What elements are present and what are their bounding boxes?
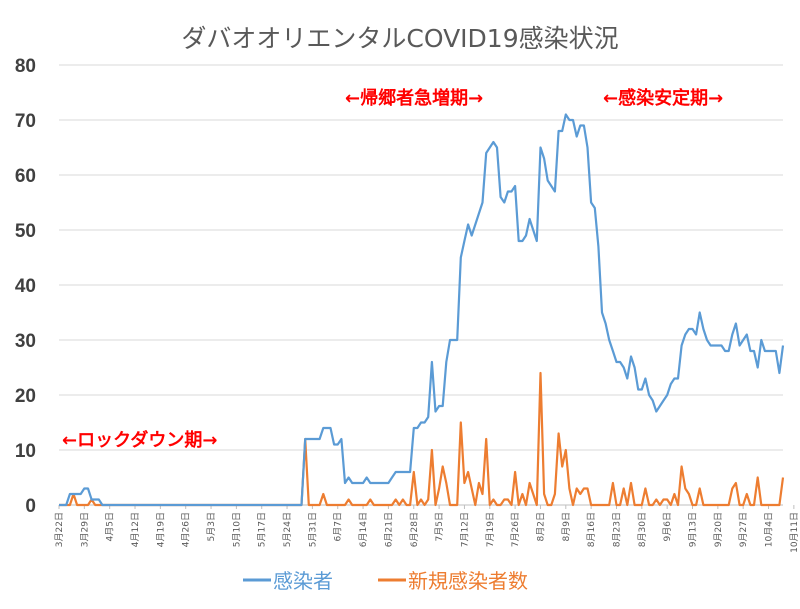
y-tick-label: 80 <box>15 56 36 77</box>
x-tick-label: 10月4日 <box>764 512 775 547</box>
x-tick-label: 10月11日 <box>789 512 800 553</box>
x-tick-label: 9月13日 <box>688 512 699 547</box>
x-tick-label: 8月2日 <box>535 512 546 541</box>
x-tick-label: 5月24日 <box>282 512 293 547</box>
x-tick-label: 9月27日 <box>738 512 749 547</box>
y-tick-label: 20 <box>15 386 36 407</box>
x-tick-label: 8月23日 <box>611 512 622 547</box>
legend-label-cases: 感染者 <box>273 569 333 593</box>
x-tick-label: 5月31日 <box>307 512 318 547</box>
x-tick-label: 4月19日 <box>155 512 166 547</box>
x-tick-label: 6月14日 <box>358 512 369 547</box>
annotation-stable: ←感染安定期→ <box>603 87 723 109</box>
y-axis-ticks: 0 10 20 30 40 50 60 70 80 <box>15 56 36 517</box>
x-tick-label: 5月3日 <box>206 512 217 541</box>
chart-title: ダバオオリエンタルCOVID19感染状況 <box>181 24 618 53</box>
series-line-cases <box>59 113 785 507</box>
x-tick-label: 7月19日 <box>485 512 496 547</box>
x-axis-ticks: 3月22日 3月29日 4月5日 4月12日 4月19日 4月26日 5月3日 5月10日 5月… <box>54 505 800 553</box>
x-tick-label: 9月6日 <box>662 512 673 541</box>
y-tick-label: 0 <box>25 496 36 517</box>
y-tick-label: 50 <box>15 221 36 242</box>
annotation-returnee-surge: ←帰郷者急増期→ <box>345 87 483 109</box>
x-tick-label: 6月21日 <box>383 512 394 547</box>
x-tick-label: 8月9日 <box>561 512 572 541</box>
x-tick-label: 3月29日 <box>79 512 90 547</box>
x-tick-label: 4月5日 <box>105 512 116 541</box>
y-tick-label: 10 <box>15 441 36 462</box>
legend: 感染者 新規感染者数 <box>243 569 528 593</box>
x-tick-label: 4月12日 <box>130 512 141 547</box>
y-tick-label: 70 <box>15 111 36 132</box>
x-tick-label: 7月5日 <box>434 512 445 541</box>
y-tick-label: 60 <box>15 166 36 187</box>
x-tick-label: 3月22日 <box>54 512 65 547</box>
x-tick-label: 6月7日 <box>333 512 344 541</box>
x-tick-label: 7月12日 <box>459 512 470 547</box>
x-tick-label: 7月26日 <box>510 512 521 547</box>
annotation-lockdown: ←ロックダウン期→ <box>62 429 217 451</box>
x-tick-label: 6月28日 <box>409 512 420 547</box>
x-tick-label: 9月20日 <box>713 512 724 547</box>
series-lines <box>59 113 785 507</box>
x-tick-label: 8月16日 <box>586 512 597 547</box>
x-tick-label: 4月26日 <box>181 512 192 547</box>
y-tick-label: 40 <box>15 276 36 297</box>
legend-label-new-cases: 新規感染者数 <box>408 569 528 593</box>
x-tick-label: 5月17日 <box>257 512 268 547</box>
x-tick-label: 5月10日 <box>231 512 242 547</box>
y-tick-label: 30 <box>15 331 36 352</box>
series-line-new-cases <box>59 371 785 507</box>
x-tick-label: 8月30日 <box>637 512 648 547</box>
